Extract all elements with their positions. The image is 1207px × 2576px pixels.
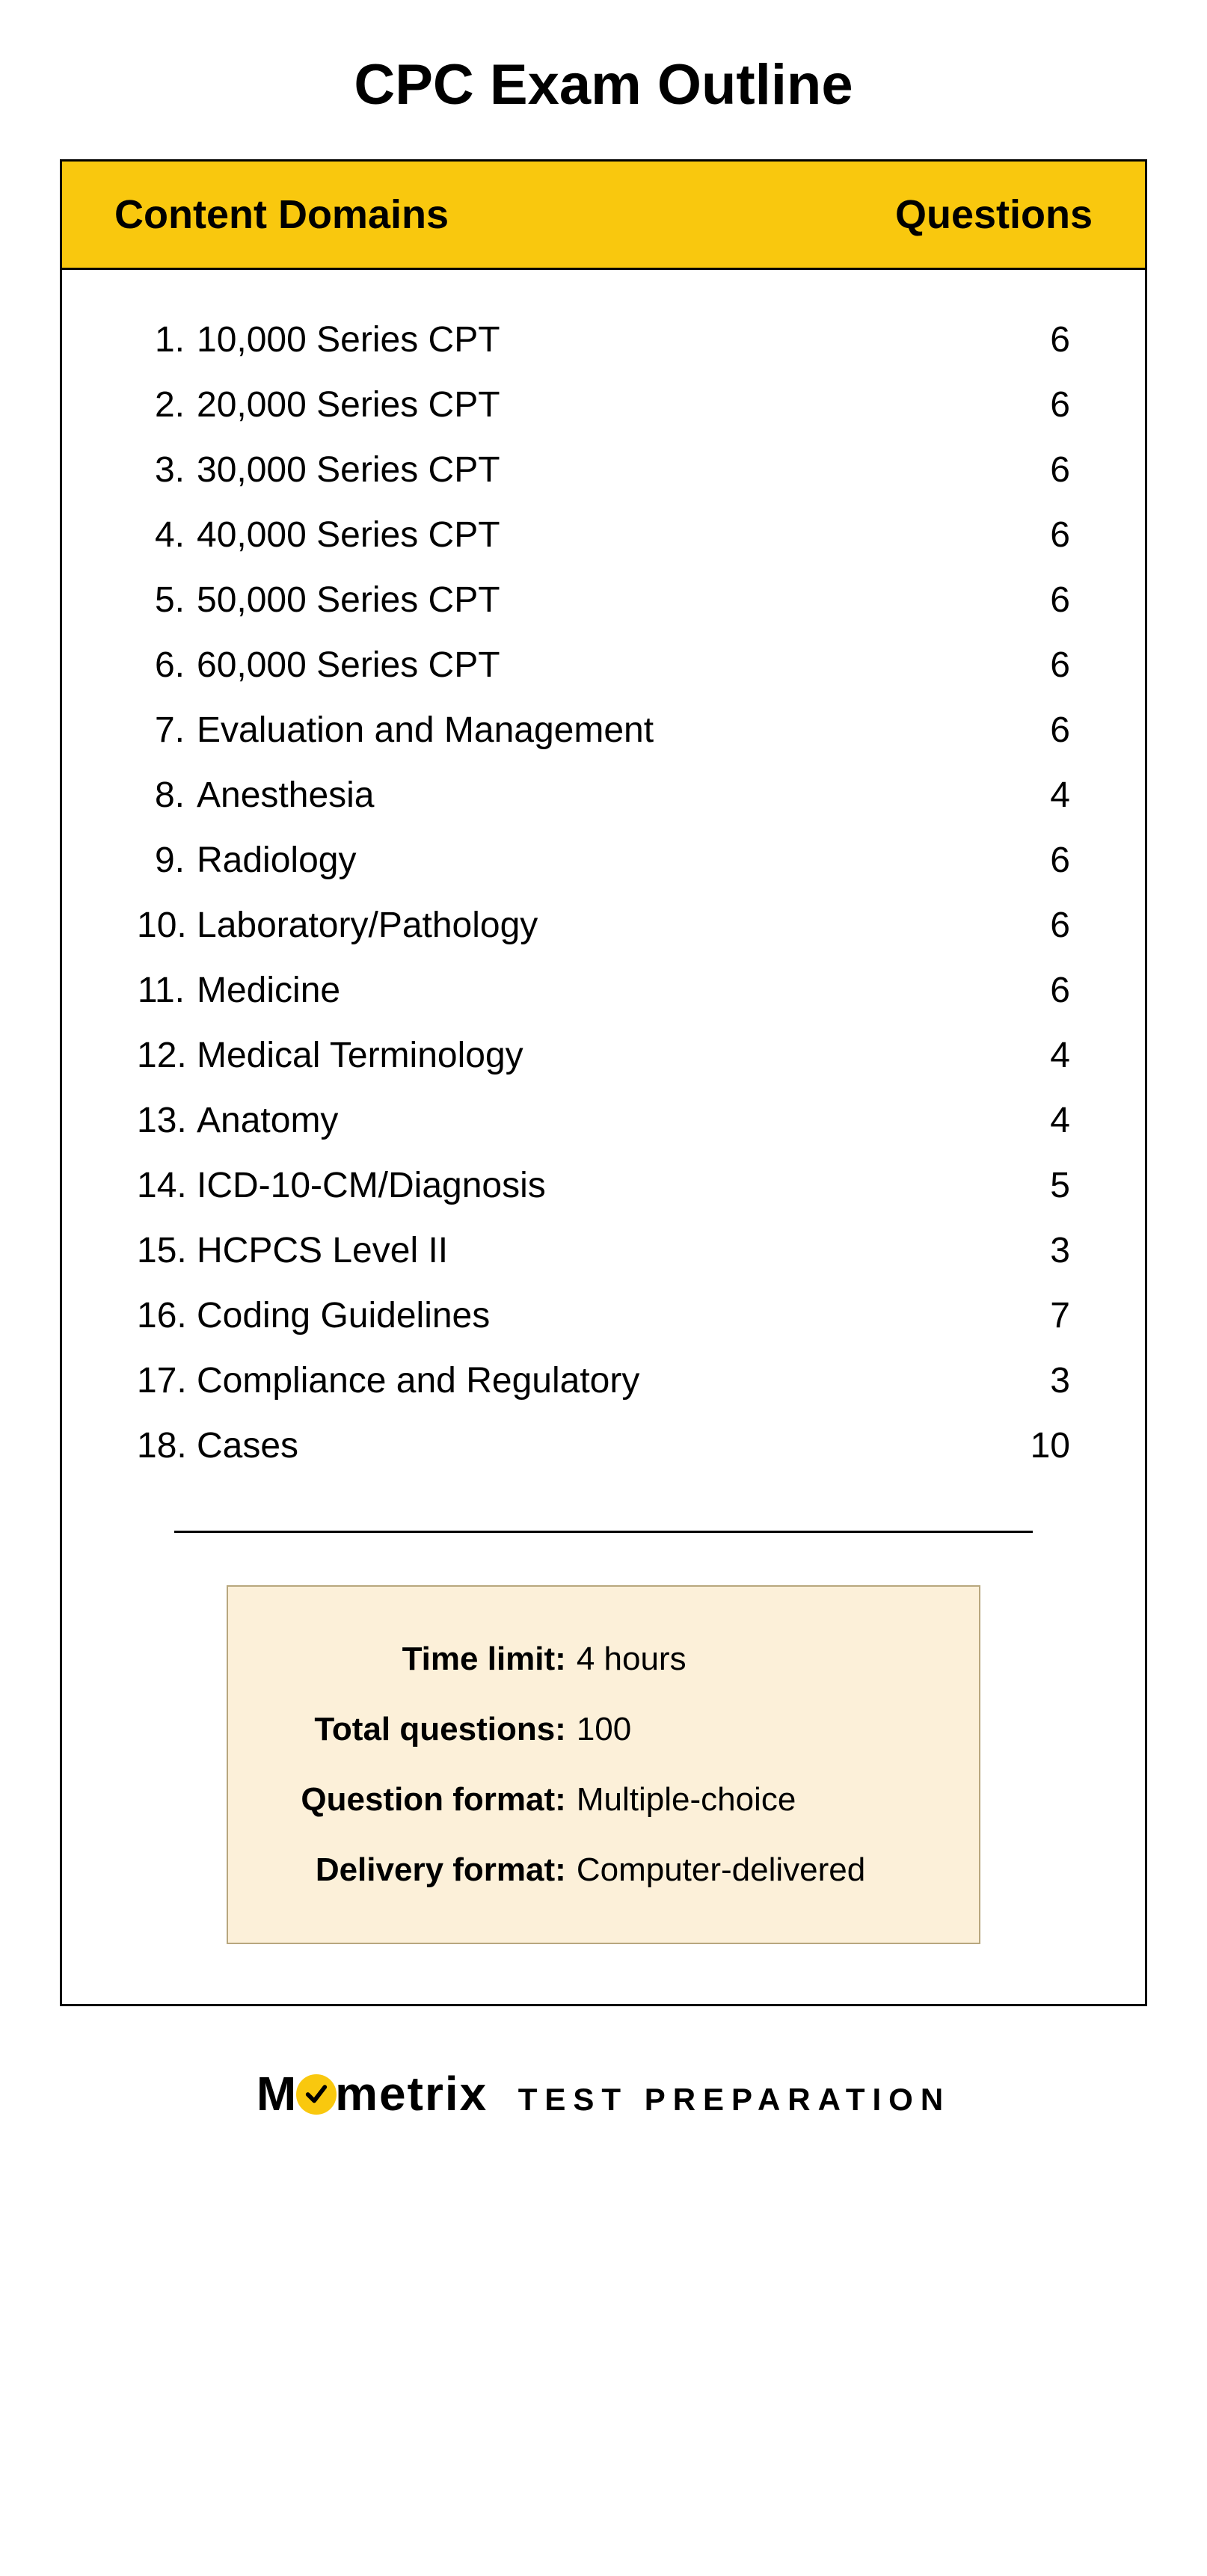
row-label: 20,000 Series CPT — [197, 384, 965, 425]
row-number: 18. — [137, 1425, 197, 1466]
table-row: 6.60,000 Series CPT6 — [137, 633, 1070, 698]
table-row: 7.Evaluation and Management6 — [137, 698, 1070, 763]
row-number: 14. — [137, 1165, 197, 1206]
row-label: 30,000 Series CPT — [197, 449, 965, 491]
row-number: 1. — [137, 319, 197, 360]
table-row: 4.40,000 Series CPT6 — [137, 502, 1070, 568]
summary-label: Delivery format: — [265, 1851, 577, 1889]
summary-value: Multiple-choice — [577, 1781, 942, 1819]
row-label: Medical Terminology — [197, 1035, 965, 1076]
row-label: Cases — [197, 1425, 965, 1466]
table-header: Content Domains Questions — [62, 162, 1145, 270]
brand-main-post: metrix — [335, 2067, 488, 2121]
row-number: 2. — [137, 384, 197, 425]
table-row: 18.Cases10 — [137, 1413, 1070, 1478]
row-question-count: 6 — [965, 449, 1070, 491]
row-number: 17. — [137, 1360, 197, 1401]
divider-line — [174, 1531, 1033, 1533]
table-row: 3.30,000 Series CPT6 — [137, 437, 1070, 502]
row-number: 12. — [137, 1035, 197, 1076]
row-number: 8. — [137, 775, 197, 816]
row-number: 7. — [137, 710, 197, 751]
summary-row: Delivery format:Computer-delivered — [265, 1835, 942, 1905]
row-question-count: 6 — [965, 905, 1070, 946]
row-question-count: 4 — [965, 1035, 1070, 1076]
row-label: HCPCS Level II — [197, 1230, 965, 1271]
header-questions: Questions — [895, 191, 1093, 238]
row-question-count: 4 — [965, 1100, 1070, 1141]
row-question-count: 3 — [965, 1360, 1070, 1401]
brand-logo: Mmetrix TEST PREPARATION — [60, 2066, 1147, 2121]
brand-main-pre: M — [257, 2067, 298, 2121]
table-row: 9.Radiology6 — [137, 828, 1070, 893]
row-label: Laboratory/Pathology — [197, 905, 965, 946]
summary-label: Total questions: — [265, 1711, 577, 1748]
table-row: 2.20,000 Series CPT6 — [137, 372, 1070, 437]
row-label: Radiology — [197, 840, 965, 881]
row-number: 5. — [137, 580, 197, 621]
summary-label: Time limit: — [265, 1641, 577, 1678]
row-number: 10. — [137, 905, 197, 946]
table-row: 16.Coding Guidelines7 — [137, 1283, 1070, 1348]
row-question-count: 4 — [965, 775, 1070, 816]
table-row: 8.Anesthesia4 — [137, 763, 1070, 828]
outline-box: Content Domains Questions 1.10,000 Serie… — [60, 159, 1147, 2006]
row-number: 13. — [137, 1100, 197, 1141]
summary-value: Computer-delivered — [577, 1851, 942, 1889]
row-label: 50,000 Series CPT — [197, 580, 965, 621]
table-row: 11.Medicine6 — [137, 958, 1070, 1023]
domain-list: 1.10,000 Series CPT62.20,000 Series CPT6… — [62, 270, 1145, 1486]
row-label: Medicine — [197, 970, 965, 1011]
summary-row: Time limit:4 hours — [265, 1624, 942, 1694]
row-label: ICD-10-CM/Diagnosis — [197, 1165, 965, 1206]
row-question-count: 7 — [965, 1295, 1070, 1336]
row-label: Evaluation and Management — [197, 710, 965, 751]
row-label: Anatomy — [197, 1100, 965, 1141]
row-question-count: 6 — [965, 319, 1070, 360]
checkmark-icon — [296, 2074, 337, 2115]
summary-value: 100 — [577, 1711, 942, 1748]
table-row: 13.Anatomy4 — [137, 1088, 1070, 1153]
table-row: 14.ICD-10-CM/Diagnosis5 — [137, 1153, 1070, 1218]
row-number: 15. — [137, 1230, 197, 1271]
row-number: 6. — [137, 645, 197, 686]
row-question-count: 5 — [965, 1165, 1070, 1206]
row-number: 9. — [137, 840, 197, 881]
row-label: 40,000 Series CPT — [197, 514, 965, 556]
row-label: Compliance and Regulatory — [197, 1360, 965, 1401]
row-number: 4. — [137, 514, 197, 556]
row-question-count: 6 — [965, 645, 1070, 686]
row-label: 60,000 Series CPT — [197, 645, 965, 686]
summary-label: Question format: — [265, 1781, 577, 1819]
summary-row: Question format:Multiple-choice — [265, 1765, 942, 1835]
table-row: 1.10,000 Series CPT6 — [137, 307, 1070, 372]
table-row: 15.HCPCS Level II3 — [137, 1218, 1070, 1283]
row-label: Coding Guidelines — [197, 1295, 965, 1336]
summary-row: Total questions:100 — [265, 1694, 942, 1765]
row-question-count: 6 — [965, 840, 1070, 881]
row-question-count: 6 — [965, 514, 1070, 556]
page-title: CPC Exam Outline — [60, 52, 1147, 117]
row-question-count: 6 — [965, 384, 1070, 425]
table-row: 12.Medical Terminology4 — [137, 1023, 1070, 1088]
row-number: 3. — [137, 449, 197, 491]
table-row: 17.Compliance and Regulatory3 — [137, 1348, 1070, 1413]
row-question-count: 3 — [965, 1230, 1070, 1271]
row-number: 16. — [137, 1295, 197, 1336]
row-question-count: 6 — [965, 710, 1070, 751]
table-row: 10.Laboratory/Pathology6 — [137, 893, 1070, 958]
row-number: 11. — [137, 970, 197, 1011]
summary-box: Time limit:4 hoursTotal questions:100Que… — [227, 1585, 980, 1944]
row-label: Anesthesia — [197, 775, 965, 816]
row-question-count: 10 — [965, 1425, 1070, 1466]
header-content-domains: Content Domains — [114, 191, 449, 238]
row-question-count: 6 — [965, 580, 1070, 621]
table-row: 5.50,000 Series CPT6 — [137, 568, 1070, 633]
page-container: CPC Exam Outline Content Domains Questio… — [0, 0, 1207, 2121]
summary-value: 4 hours — [577, 1641, 942, 1678]
row-question-count: 6 — [965, 970, 1070, 1011]
brand-sub: TEST PREPARATION — [518, 2082, 950, 2117]
row-label: 10,000 Series CPT — [197, 319, 965, 360]
